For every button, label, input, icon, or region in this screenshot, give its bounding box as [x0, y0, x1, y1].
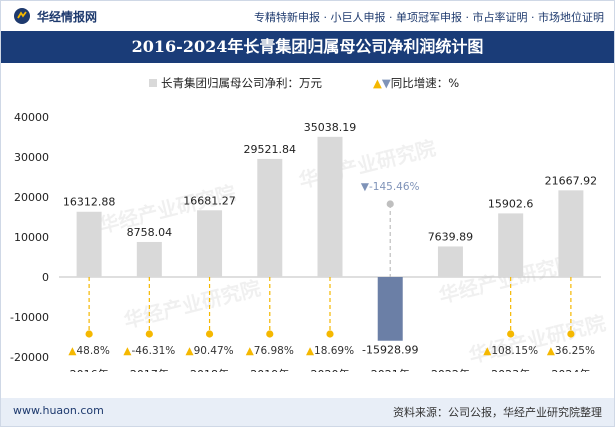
x-tick-label: 2024年	[551, 367, 590, 372]
bar-value-label: 8758.04	[127, 226, 173, 239]
growth-value: 36.25%	[555, 345, 595, 357]
bar-value-label: 16681.27	[183, 194, 236, 207]
bar-value-label: 29521.84	[244, 143, 297, 156]
x-tick-label: 2017年	[130, 367, 169, 372]
bar	[437, 246, 463, 277]
separator: ·	[465, 11, 473, 24]
growth-value: -46.31%	[131, 345, 175, 357]
separator: ·	[389, 11, 396, 24]
bar	[197, 210, 223, 277]
triangle-down-icon: ▼	[382, 76, 391, 90]
service-link[interactable]: 单项冠军申报	[396, 11, 462, 24]
growth-label: ▲18.69%	[306, 345, 354, 357]
logo-text: 华经情报网	[37, 9, 98, 24]
growth-label: ▲90.47%	[185, 345, 233, 357]
separator: ·	[323, 11, 331, 24]
y-tick-label: 20000	[14, 191, 49, 204]
y-tick-label: 40000	[14, 111, 49, 124]
x-tick-label: 2016年	[70, 367, 109, 372]
watermark: 华经产业研究院	[121, 276, 263, 333]
growth-value: 48.8%	[76, 345, 109, 357]
watermark: 华经产业研究院	[466, 311, 608, 368]
growth-value: 76.98%	[254, 345, 294, 357]
legend-growth-label: ▲▼同比增速：%	[373, 76, 459, 90]
growth-value: 108.15%	[491, 345, 538, 357]
source-note: 资料来源：公司公报，华经产业研究院整理	[393, 406, 602, 419]
triangle-up-icon: ▲	[68, 345, 77, 357]
legend-bar-swatch	[149, 79, 157, 87]
growth-value: 90.47%	[194, 345, 234, 357]
bar	[377, 277, 403, 341]
y-tick-label: -20000	[10, 351, 49, 364]
website-link[interactable]: www.huaon.com	[13, 404, 104, 417]
service-link[interactable]: 专精特新申报	[254, 11, 320, 24]
growth-label: ▲108.15%	[483, 345, 538, 357]
triangle-up-icon: ▲	[547, 345, 556, 357]
bars: 16312.88 8758.04 16681.27 29521.84 35038.19 -…	[63, 121, 597, 357]
bar	[317, 136, 343, 277]
legend-growth-text: 同比增速：%	[391, 76, 459, 90]
growth-marker	[567, 330, 575, 338]
triangle-up-icon: ▲	[373, 76, 382, 90]
triangle-up-icon: ▲	[483, 345, 492, 357]
service-links: 专精特新申报 · 小巨人申报 · 单项冠军申报 · 市占率证明 · 市场地位证明	[254, 9, 604, 25]
growth-label: ▲-46.31%	[123, 345, 175, 357]
service-link[interactable]: 市占率证明	[472, 11, 528, 24]
growth-markers: ▲48.8% ▲-46.31% ▲90.47% ▲76.98% ▲18.69%▼-145…	[68, 181, 595, 357]
growth-value: 18.69%	[314, 345, 354, 357]
x-tick-label: 2019年	[250, 367, 289, 372]
footer: www.huaon.com 资料来源：公司公报，华经产业研究院整理	[1, 398, 614, 426]
service-link[interactable]: 市场地位证明	[538, 11, 604, 24]
growth-marker	[507, 330, 515, 338]
x-tick-label: 2023年	[491, 367, 530, 372]
triangle-down-icon: ▼	[361, 181, 370, 193]
bar	[498, 213, 524, 277]
bar	[136, 241, 162, 277]
triangle-up-icon: ▲	[246, 345, 255, 357]
y-tick-label: -10000	[10, 311, 49, 324]
y-tick-label: 10000	[14, 231, 49, 244]
separator: ·	[531, 11, 538, 24]
bar-value-label: -15928.99	[362, 344, 418, 357]
triangle-up-icon: ▲	[306, 345, 315, 357]
triangle-up-icon: ▲	[123, 345, 132, 357]
growth-marker	[145, 330, 153, 338]
y-tick-label: 0	[42, 271, 49, 284]
bar-value-label: 16312.88	[63, 196, 116, 209]
bar	[257, 158, 283, 277]
growth-label: ▲76.98%	[246, 345, 294, 357]
x-tick-label: 2021年	[371, 367, 410, 372]
bar	[76, 211, 102, 277]
chart-title: 2016-2024年长青集团归属母公司净利润统计图	[131, 37, 484, 56]
growth-marker	[205, 330, 214, 338]
legend-bar-label: 长青集团归属母公司净利：万元	[161, 76, 322, 90]
title-bar: 2016-2024年长青集团归属母公司净利润统计图	[1, 31, 614, 63]
growth-label: ▲36.25%	[547, 345, 595, 357]
logo-icon	[14, 8, 30, 24]
bar-value-label: 7639.89	[428, 230, 474, 243]
growth-marker	[266, 330, 274, 338]
x-tick-label: 2018年	[190, 367, 229, 372]
bar-value-label: 21667.92	[545, 174, 598, 187]
growth-label: ▼-145.46%	[361, 181, 420, 193]
logo[interactable]: 华经情报网	[13, 7, 97, 25]
y-tick-label: 30000	[14, 151, 49, 164]
x-tick-label: 2020年	[311, 367, 350, 372]
bar-value-label: 15902.6	[488, 197, 534, 210]
top-bar: 华经情报网 专精特新申报 · 小巨人申报 · 单项冠军申报 · 市占率证明 · …	[1, 1, 614, 31]
x-tick-label: 2022年	[431, 367, 470, 372]
bar-value-label: 35038.19	[304, 121, 357, 134]
service-link[interactable]: 小巨人申报	[330, 11, 386, 24]
legend: 长青集团归属母公司净利：万元 ▲▼同比增速：%	[149, 76, 459, 90]
triangle-up-icon: ▲	[185, 345, 194, 357]
growth-marker	[386, 200, 394, 208]
growth-marker	[326, 330, 334, 338]
growth-label: ▲48.8%	[68, 345, 109, 357]
growth-value: -145.46%	[369, 181, 420, 193]
growth-marker	[85, 330, 93, 338]
bar	[558, 190, 584, 277]
